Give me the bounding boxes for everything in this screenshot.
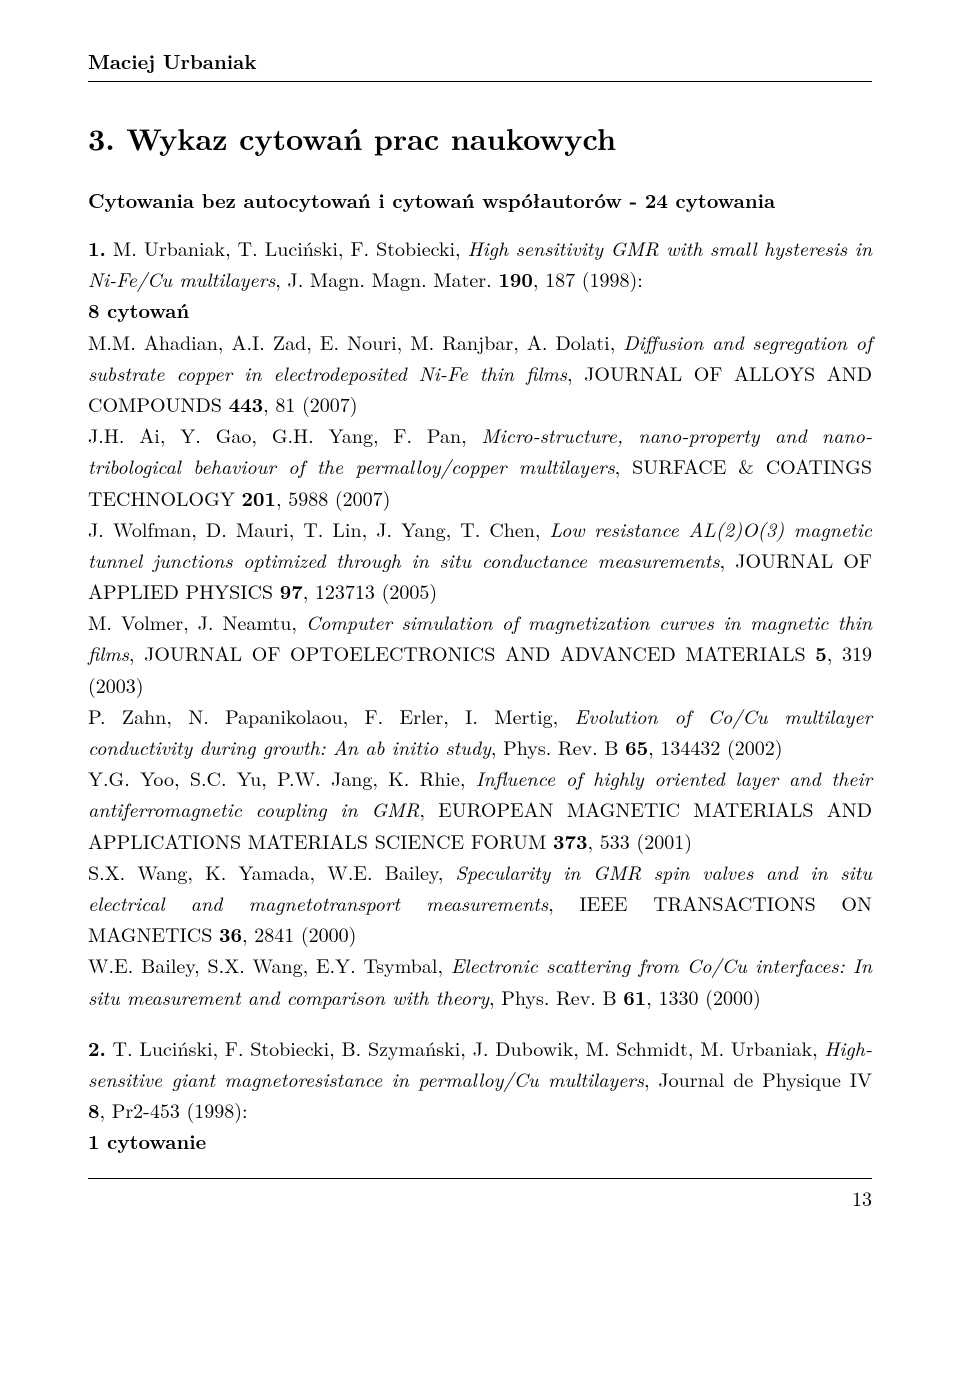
citation-volume: 5 <box>815 638 827 667</box>
citation-2: J.H. Ai, Y. Gao, G.H. Yang, F. Pan, Micr… <box>88 419 872 513</box>
entry-tail: , Journal de Physique IV <box>644 1064 872 1093</box>
citation-volume: 65 <box>625 732 648 761</box>
citation-authors: P. Zahn, N. Papanikolaou, F. Erler, I. M… <box>88 701 575 730</box>
citation-ref: , JOURNAL OF OPTOELECTRONICS AND ADVANCE… <box>129 638 815 667</box>
citation-volume: 36 <box>219 919 242 948</box>
entry-tail: , J. Magn. Magn. Mater. <box>275 264 498 293</box>
section-subhead: Cytowania bez autocytowań i cytowań wspó… <box>88 185 872 214</box>
citation-ref: , Phys. Rev. B <box>491 732 625 761</box>
entry-authors: T. Luciński, F. Stobiecki, B. Szymański,… <box>106 1033 825 1062</box>
entry-number: 2. <box>88 1033 106 1062</box>
entry-tail2: , 187 (1998): <box>533 264 643 293</box>
citation-7: S.X. Wang, K. Yamada, W.E. Bailey, Specu… <box>88 856 872 950</box>
citation-ref2: , 2841 (2000) <box>242 919 356 948</box>
entry-volume: 190 <box>498 264 533 293</box>
citation-ref2: , 1330 (2000) <box>646 982 760 1011</box>
section-title: 3. Wykaz cytowań prac naukowych <box>88 116 872 159</box>
citation-ref2: , 5988 (2007) <box>276 483 390 512</box>
entry-2: 2. T. Luciński, F. Stobiecki, B. Szymańs… <box>88 1032 872 1126</box>
citation-authors: Y.G. Yoo, S.C. Yu, P.W. Jang, K. Rhie, <box>88 763 476 792</box>
entry-1-count: 8 cytowań <box>88 294 872 325</box>
citation-volume: 201 <box>241 483 276 512</box>
citation-authors: M.M. Ahadian, A.I. Zad, E. Nouri, M. Ran… <box>88 327 623 356</box>
citation-volume: 61 <box>623 982 646 1011</box>
page-number: 13 <box>852 1183 872 1212</box>
citation-1: M.M. Ahadian, A.I. Zad, E. Nouri, M. Ran… <box>88 326 872 420</box>
citation-6: Y.G. Yoo, S.C. Yu, P.W. Jang, K. Rhie, I… <box>88 762 872 856</box>
citation-authors: J.H. Ai, Y. Gao, G.H. Yang, F. Pan, <box>88 420 482 449</box>
body-text: 1. M. Urbaniak, T. Luciński, F. Stobieck… <box>88 232 872 1156</box>
entry-number: 1. <box>88 233 106 262</box>
citation-volume: 97 <box>280 576 303 605</box>
citation-volume: 373 <box>553 826 588 855</box>
entry-1: 1. M. Urbaniak, T. Luciński, F. Stobieck… <box>88 232 872 294</box>
citation-ref2: , 533 (2001) <box>588 826 692 855</box>
entry-tail2: , Pr2-453 (1998): <box>100 1095 248 1124</box>
citation-authors: J. Wolfman, D. Mauri, T. Lin, J. Yang, T… <box>88 514 550 543</box>
citation-ref2: , 81 (2007) <box>263 389 357 418</box>
citation-3: J. Wolfman, D. Mauri, T. Lin, J. Yang, T… <box>88 513 872 607</box>
citation-ref2: , 134432 (2002) <box>648 732 782 761</box>
running-head: Maciej Urbaniak <box>88 46 872 82</box>
citation-ref2: , 123713 (2005) <box>303 576 437 605</box>
citation-4: M. Volmer, J. Neamtu, Computer simulatio… <box>88 606 872 700</box>
citation-ref: , Phys. Rev. B <box>489 982 623 1011</box>
citation-5: P. Zahn, N. Papanikolaou, F. Erler, I. M… <box>88 700 872 762</box>
citation-authors: M. Volmer, J. Neamtu, <box>88 607 306 636</box>
citation-authors: W.E. Bailey, S.X. Wang, E.Y. Tsymbal, <box>88 950 451 979</box>
citation-authors: S.X. Wang, K. Yamada, W.E. Bailey, <box>88 857 456 886</box>
entry-volume: 8 <box>88 1095 100 1124</box>
citation-volume: 443 <box>229 389 264 418</box>
entry-authors: M. Urbaniak, T. Luciński, F. Stobiecki, <box>106 233 468 262</box>
entry-2-count: 1 cytowanie <box>88 1125 872 1156</box>
citation-8: W.E. Bailey, S.X. Wang, E.Y. Tsymbal, El… <box>88 949 872 1011</box>
page-footer: 13 <box>88 1178 872 1212</box>
